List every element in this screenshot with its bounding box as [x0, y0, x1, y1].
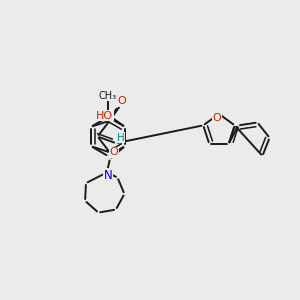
Text: H: H	[117, 133, 124, 143]
Text: CH₃: CH₃	[99, 91, 117, 101]
Text: O: O	[110, 147, 118, 157]
Text: HO: HO	[96, 111, 113, 121]
Text: N: N	[104, 169, 113, 182]
Text: O: O	[118, 96, 126, 106]
Text: O: O	[212, 113, 221, 123]
